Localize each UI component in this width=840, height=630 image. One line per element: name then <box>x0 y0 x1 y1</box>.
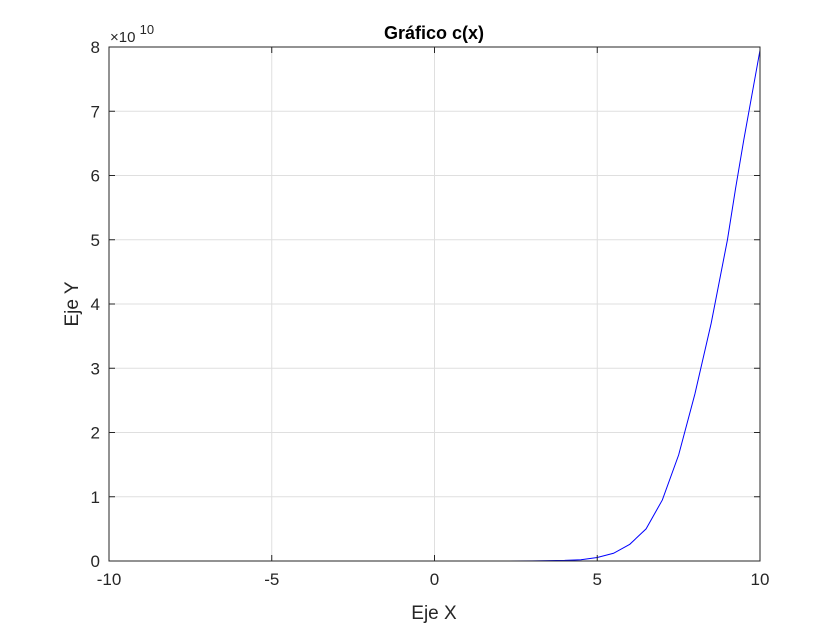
x-tick-label: 10 <box>751 570 770 589</box>
x-tick-label: 5 <box>593 570 602 589</box>
y-tick-label: 0 <box>91 552 100 571</box>
y-tick-label: 3 <box>91 359 100 378</box>
x-axis-label: Eje X <box>411 603 457 624</box>
chart-title: Gráfico c(x) <box>384 23 484 43</box>
y-axis-label: Eje Y <box>62 281 83 326</box>
y-multiplier: ×10 10 <box>110 22 154 46</box>
y-tick-label: 1 <box>91 488 100 507</box>
grid <box>109 47 760 561</box>
y-tick-labels: 0 1 2 3 4 5 6 7 8 <box>91 38 100 571</box>
y-tick-label: 2 <box>91 424 100 443</box>
y-tick-label: 4 <box>91 295 100 314</box>
y-multiplier-exponent: 10 <box>140 22 154 37</box>
x-tick-label: -10 <box>97 570 122 589</box>
ticks <box>108 46 761 562</box>
x-tick-labels: -10 -5 0 5 10 <box>97 570 770 589</box>
y-tick-label: 6 <box>91 167 100 186</box>
x-tick-label: 0 <box>430 570 439 589</box>
y-multiplier-base: ×10 <box>110 29 135 46</box>
y-tick-label: 5 <box>91 231 100 250</box>
y-tick-label: 8 <box>91 38 100 57</box>
x-tick-label: -5 <box>264 570 279 589</box>
y-tick-label: 7 <box>91 102 100 121</box>
